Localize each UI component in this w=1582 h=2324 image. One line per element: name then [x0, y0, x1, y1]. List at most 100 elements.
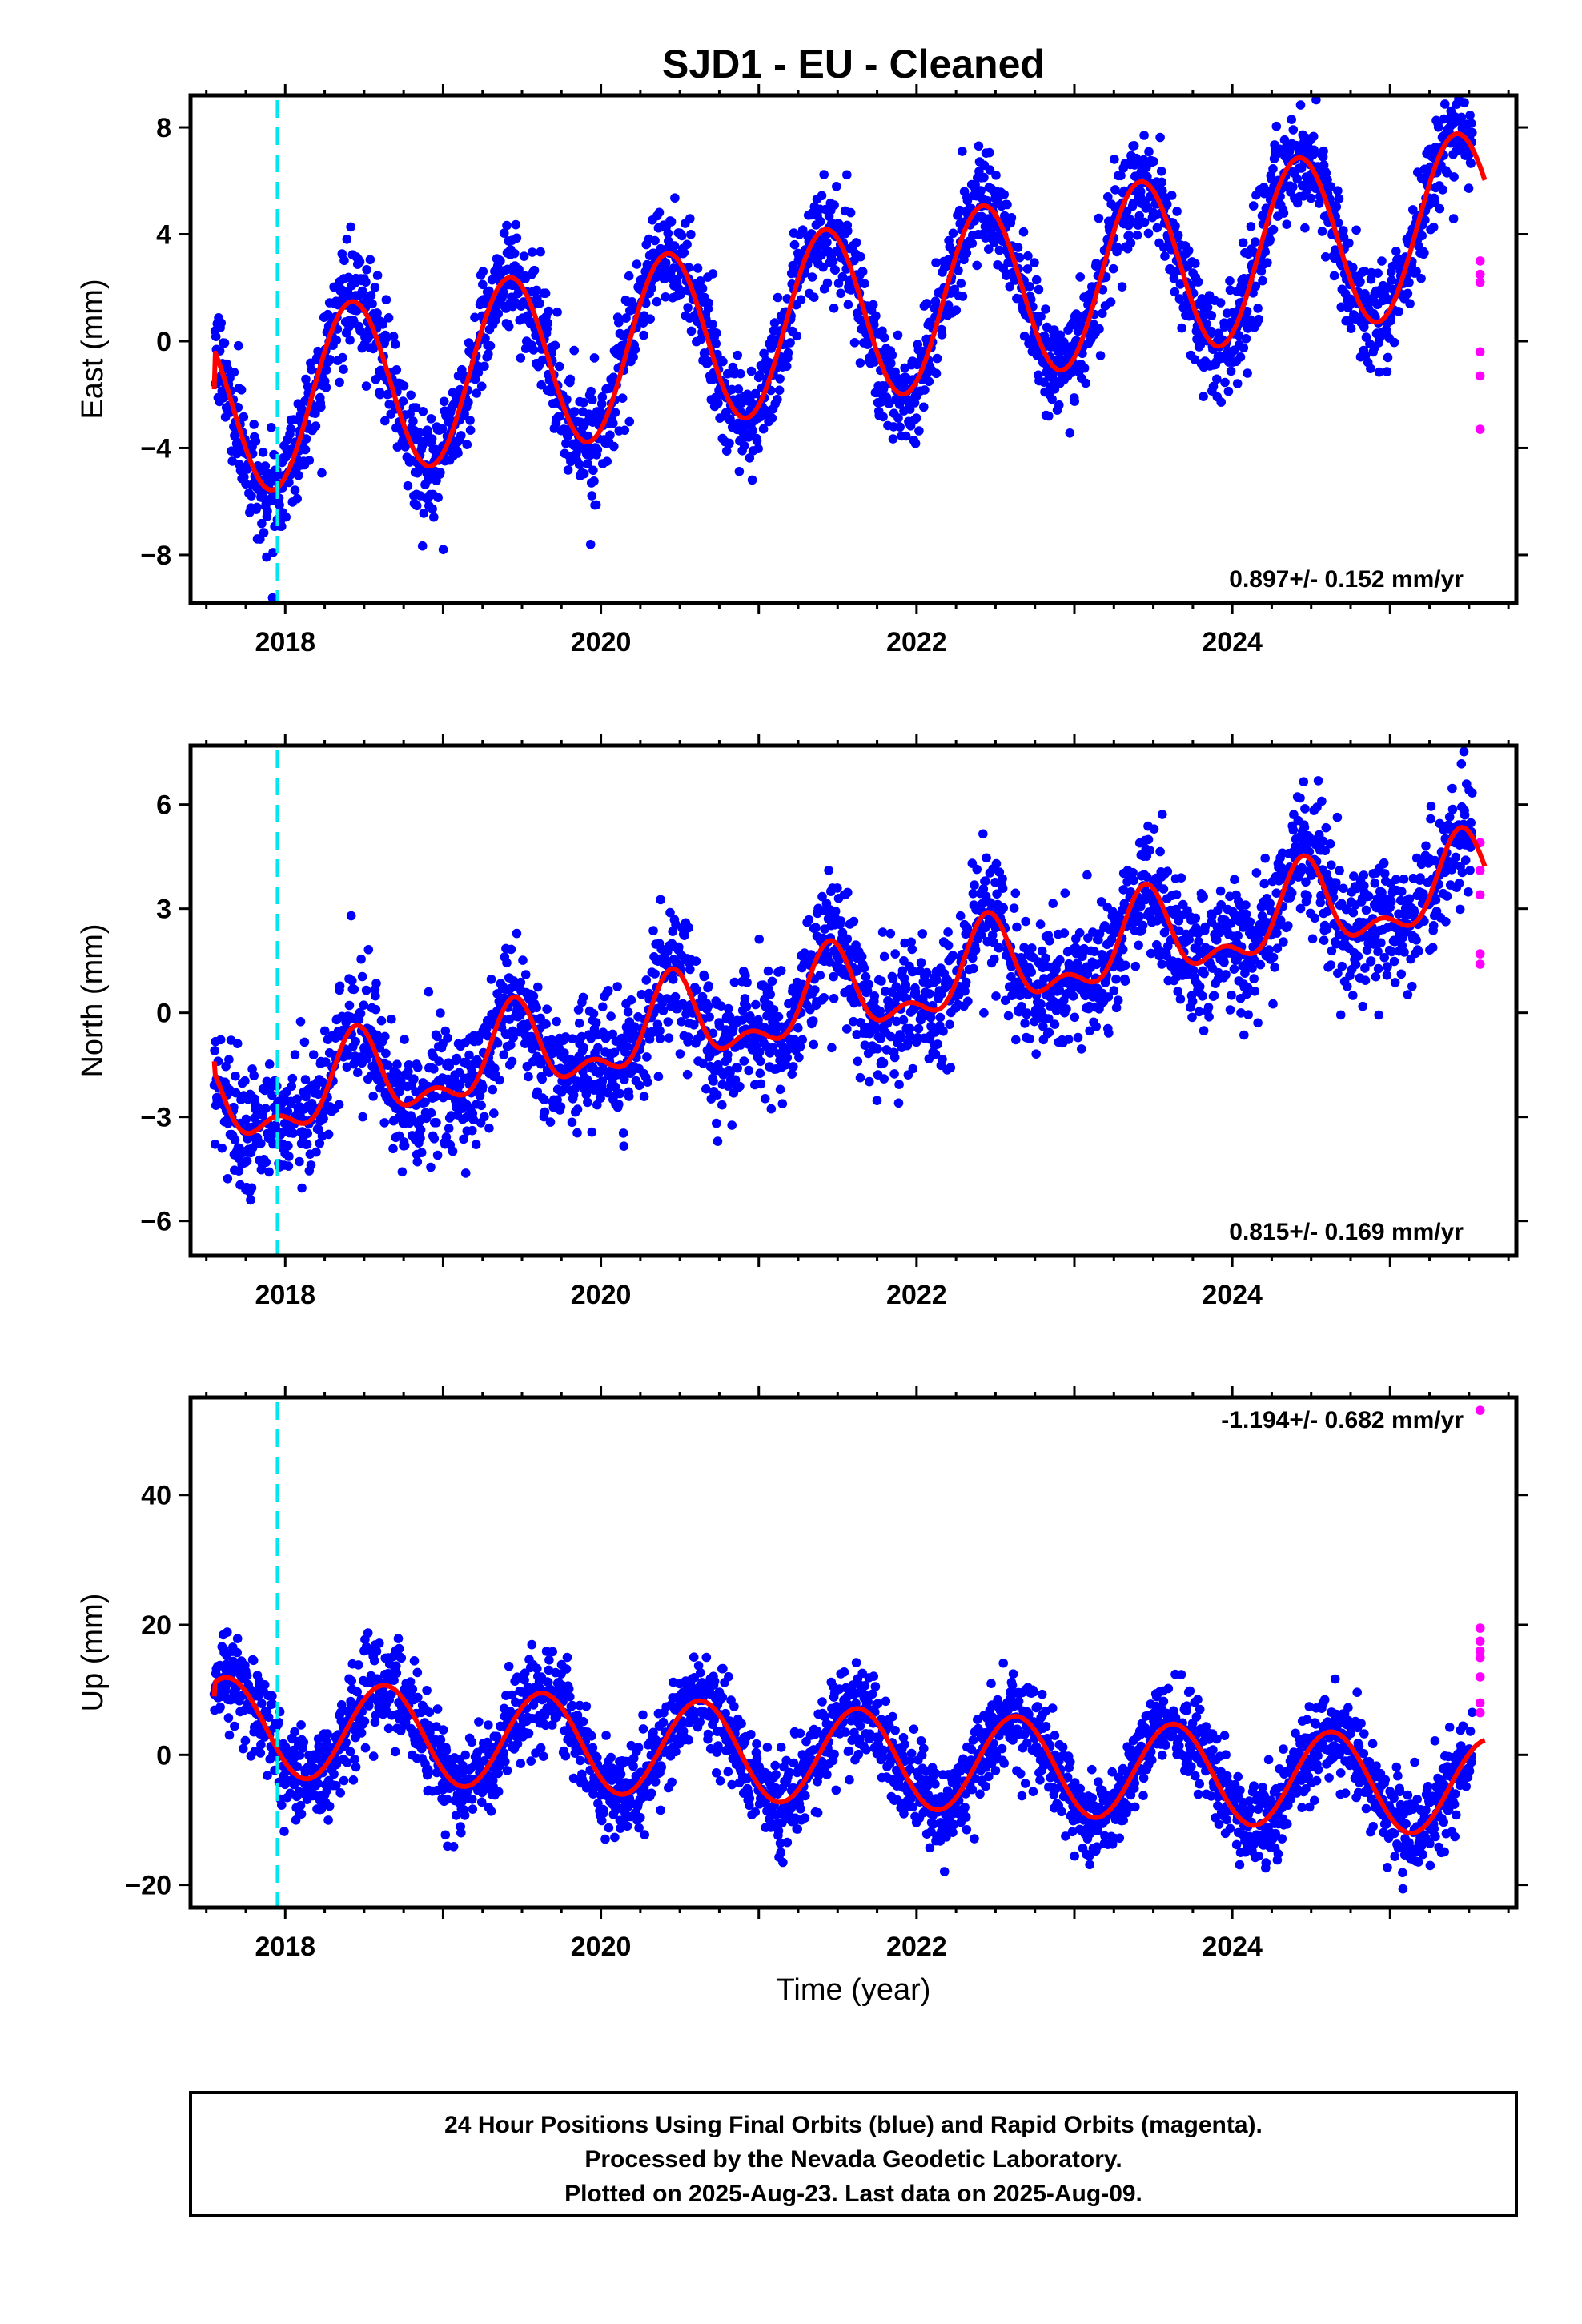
north-final-point [885, 928, 896, 939]
north-final-point [392, 1059, 402, 1069]
north-final-point [1073, 1032, 1083, 1043]
north-final-point [773, 1011, 784, 1022]
north-final-point [642, 1052, 652, 1062]
north-final-point [794, 1052, 804, 1063]
east-final-point [686, 230, 696, 239]
east-final-point [972, 260, 982, 271]
east-final-point [259, 528, 269, 537]
north-final-point [864, 979, 874, 990]
east-final-point [290, 485, 300, 495]
north-final-point [486, 975, 496, 984]
east-final-point [1156, 167, 1166, 176]
north-final-point [933, 1039, 942, 1049]
north-final-point [916, 958, 926, 967]
north-final-point [717, 1100, 727, 1110]
north-final-point [545, 1117, 556, 1127]
east-final-point [1428, 222, 1439, 232]
east-final-point [832, 182, 841, 191]
north-final-point [471, 1140, 481, 1149]
east-final-point [661, 292, 670, 302]
east-final-point [696, 276, 705, 286]
east-final-point [605, 430, 615, 440]
east-final-point [429, 512, 439, 522]
north-final-point [1194, 936, 1203, 947]
north-final-point [502, 958, 512, 968]
east-final-point [764, 357, 774, 368]
north-final-point [766, 1104, 777, 1114]
east-final-point [583, 459, 592, 468]
north-final-point [969, 963, 978, 974]
north-final-point [755, 1068, 765, 1078]
east-final-point [783, 348, 793, 358]
east-final-point [1106, 297, 1116, 307]
north-final-point [1070, 1012, 1079, 1023]
north-final-point [639, 1092, 649, 1101]
north-final-point [432, 1150, 443, 1160]
east-final-point [1382, 367, 1392, 376]
east-final-point [750, 388, 761, 399]
east-final-point [343, 292, 353, 302]
north-final-point [935, 1012, 946, 1023]
east-final-point [849, 338, 860, 348]
north-final-point [865, 1076, 874, 1087]
east-final-point [857, 267, 868, 277]
north-final-point [1155, 846, 1165, 857]
east-final-point [1464, 183, 1474, 193]
east-final-point [608, 372, 619, 383]
north-final-point [416, 1133, 425, 1144]
north-final-point [334, 1100, 344, 1110]
east-final-point [1143, 228, 1154, 239]
east-final-point [555, 412, 565, 421]
east-final-point [588, 395, 597, 405]
north-final-point [1171, 890, 1182, 899]
north-final-point [351, 1036, 360, 1047]
east-final-point [512, 233, 522, 243]
north-final-point [1209, 991, 1219, 1001]
east-final-point [676, 289, 685, 300]
east-final-point [843, 226, 853, 236]
north-final-point [1003, 1011, 1014, 1021]
north-final-point [356, 954, 366, 964]
east-final-point [544, 306, 554, 316]
north-final-point [512, 928, 522, 939]
east-final-point [579, 397, 588, 408]
north-final-point [1048, 899, 1058, 908]
north-final-point [306, 1160, 316, 1170]
north-final-point [682, 1069, 693, 1080]
north-final-point [1104, 1028, 1114, 1038]
east-final-point [645, 314, 655, 324]
east-final-point [781, 361, 792, 372]
north-final-point [713, 1136, 723, 1146]
east-final-point [1265, 235, 1275, 245]
east-final-point [484, 349, 493, 359]
east-final-point [754, 370, 765, 380]
east-final-point [472, 388, 481, 398]
north-final-point [429, 1134, 440, 1144]
east-final-point [1466, 159, 1476, 168]
east-final-point [958, 292, 968, 301]
north-final-point [946, 1063, 956, 1072]
north-final-point [1063, 1035, 1074, 1044]
north-final-point [704, 981, 713, 991]
east-final-point [1220, 377, 1230, 388]
north-final-point [459, 1134, 468, 1144]
east-final-point [365, 255, 375, 265]
east-final-point [1373, 268, 1383, 279]
north-final-point [1195, 982, 1205, 991]
east-final-point [748, 425, 757, 436]
east-final-point [652, 296, 662, 307]
north-final-point [532, 1003, 541, 1013]
east-final-point [516, 353, 526, 363]
north-final-point [409, 1074, 419, 1084]
north-final-point [297, 1183, 307, 1193]
east-final-point [1183, 246, 1194, 255]
east-final-point [562, 395, 572, 404]
east-final-point [1419, 248, 1429, 258]
north-final-point [994, 943, 1004, 953]
east-final-point [999, 190, 1009, 199]
east-final-point [588, 465, 598, 476]
east-x-tick-label: 2020 [571, 627, 632, 657]
east-final-point [234, 340, 243, 351]
north-final-point [760, 1094, 770, 1104]
east-final-point [759, 348, 769, 359]
